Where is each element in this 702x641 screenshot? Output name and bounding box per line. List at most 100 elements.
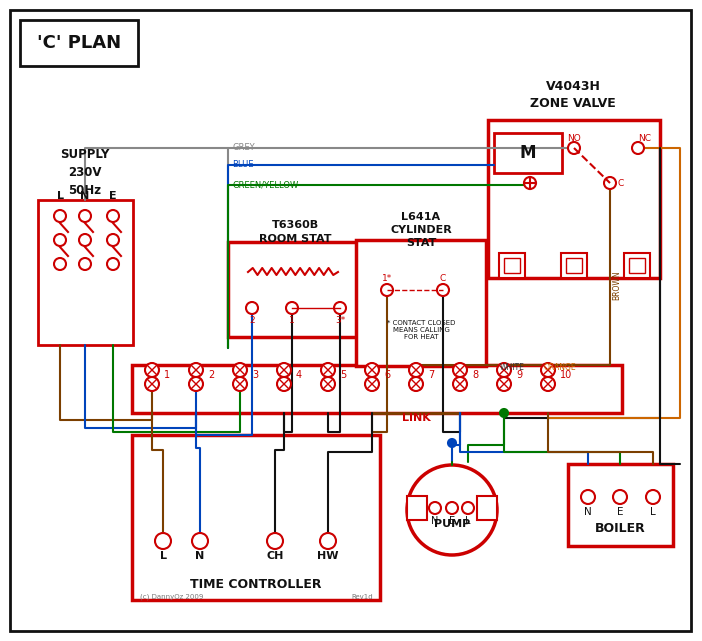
Text: 1: 1 [164,370,170,380]
Bar [132,365,622,413]
Circle shape [107,258,119,270]
Text: N: N [80,191,90,201]
Text: C: C [618,178,624,188]
Circle shape [462,502,474,514]
Text: 8: 8 [472,370,478,380]
Circle shape [453,377,467,391]
Circle shape [604,177,616,189]
Circle shape [54,234,66,246]
Circle shape [246,302,258,314]
Text: N: N [195,551,204,561]
Circle shape [365,363,379,377]
Circle shape [381,284,393,296]
Circle shape [497,377,511,391]
Circle shape [453,363,467,377]
Text: 6: 6 [384,370,390,380]
Circle shape [409,377,423,391]
Text: 2: 2 [249,315,255,324]
Circle shape [365,377,379,391]
Text: 10: 10 [560,370,572,380]
Circle shape [155,533,171,549]
Circle shape [107,234,119,246]
Circle shape [233,363,247,377]
Text: PUMP: PUMP [434,519,470,529]
Circle shape [277,377,291,391]
Circle shape [409,363,423,377]
Text: TIME CONTROLLER: TIME CONTROLLER [190,578,322,592]
Circle shape [321,377,335,391]
Circle shape [189,363,203,377]
Bar [629,258,645,273]
Text: GREEN/YELLOW: GREEN/YELLOW [232,180,298,189]
Text: L: L [465,516,471,526]
Text: 1*: 1* [382,274,392,283]
Bar [132,435,380,600]
Text: SUPPLY
230V
50Hz: SUPPLY 230V 50Hz [60,147,110,197]
Text: 9: 9 [516,370,522,380]
Text: * CONTACT CLOSED
MEANS CALLING
FOR HEAT: * CONTACT CLOSED MEANS CALLING FOR HEAT [387,320,455,340]
Circle shape [541,377,555,391]
Text: WHITE: WHITE [500,363,525,372]
Circle shape [79,234,91,246]
Bar [477,496,497,520]
Circle shape [568,142,580,154]
Circle shape [321,363,335,377]
Text: 7: 7 [428,370,435,380]
Text: E: E [449,516,455,526]
Bar [20,20,138,66]
Circle shape [145,363,159,377]
Text: L: L [159,551,166,561]
Circle shape [233,377,247,391]
Text: NO: NO [567,133,581,142]
Circle shape [429,502,441,514]
Text: E: E [110,191,117,201]
Circle shape [192,533,208,549]
Text: CH: CH [266,551,284,561]
Bar [38,200,133,345]
Text: L: L [56,191,63,201]
Circle shape [320,533,336,549]
Text: V4043H
ZONE VALVE: V4043H ZONE VALVE [530,80,616,110]
Circle shape [632,142,644,154]
Circle shape [646,490,660,504]
Circle shape [437,284,449,296]
Text: ORANGE: ORANGE [544,363,576,372]
Text: N: N [431,516,439,526]
Text: L641A
CYLINDER
STAT: L641A CYLINDER STAT [390,212,452,248]
Circle shape [613,490,627,504]
Circle shape [407,465,497,555]
Text: M: M [519,144,536,162]
Text: N: N [584,507,592,517]
Text: Rev1d: Rev1d [352,594,373,600]
Circle shape [189,377,203,391]
Text: E: E [617,507,623,517]
Bar [504,258,520,273]
Circle shape [541,363,555,377]
Circle shape [107,210,119,222]
Bar [624,253,650,278]
Text: 4: 4 [296,370,302,380]
Text: 2: 2 [208,370,214,380]
Circle shape [524,177,536,189]
Circle shape [145,377,159,391]
Text: 3*: 3* [335,315,345,324]
Circle shape [277,363,291,377]
Text: NC: NC [639,133,651,142]
Circle shape [79,258,91,270]
Bar [407,496,427,520]
Circle shape [500,409,508,417]
Text: BLUE: BLUE [232,160,253,169]
Bar [499,253,525,278]
Text: BOILER: BOILER [595,522,645,535]
Circle shape [286,302,298,314]
Text: BROWN: BROWN [612,271,621,300]
Text: LINK: LINK [402,413,430,423]
Text: 3: 3 [252,370,258,380]
Circle shape [448,439,456,447]
Bar [356,240,486,366]
Bar [561,253,587,278]
Circle shape [267,533,283,549]
Circle shape [446,502,458,514]
Text: HW: HW [317,551,339,561]
Text: C: C [440,274,446,283]
